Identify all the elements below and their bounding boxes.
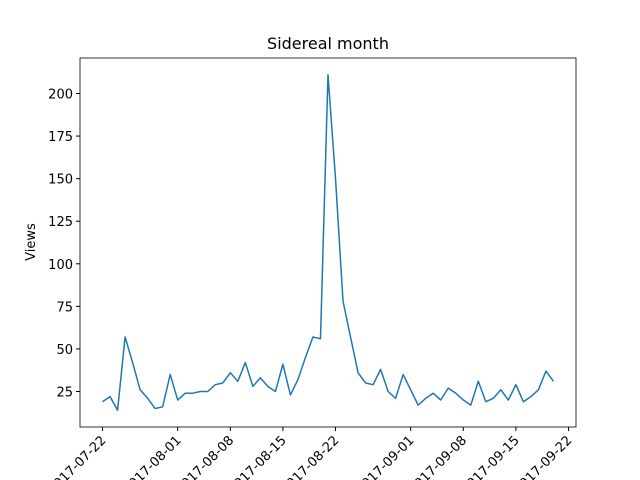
y-tick-label: 175 (48, 130, 73, 145)
y-tick-label: 150 (48, 173, 73, 188)
x-tick-label: 2017-09-22 (511, 433, 575, 480)
data-line (102, 74, 555, 411)
y-axis-label: Views (24, 223, 39, 261)
chart-title: Sidereal month (267, 34, 389, 53)
x-tick-label: 2017-08-22 (278, 433, 342, 480)
x-tick-label: 2017-08-01 (120, 433, 184, 480)
x-tick-label: 2017-09-15 (459, 433, 523, 480)
y-tick-label: 75 (56, 300, 73, 315)
y-tick-label: 50 (56, 343, 73, 358)
axes-frame (79, 57, 577, 428)
x-tick-label: 2017-07-22 (45, 433, 109, 480)
y-tick-label: 125 (48, 215, 73, 230)
y-tick-label: 25 (56, 385, 73, 400)
x-tick-label: 2017-08-15 (226, 433, 290, 480)
x-tick-label: 2017-09-08 (406, 433, 470, 480)
y-tick-label: 200 (48, 88, 73, 103)
x-tick-label: 2017-08-08 (173, 433, 237, 480)
x-tick-label: 2017-09-01 (353, 433, 417, 480)
y-tick-label: 100 (48, 258, 73, 273)
